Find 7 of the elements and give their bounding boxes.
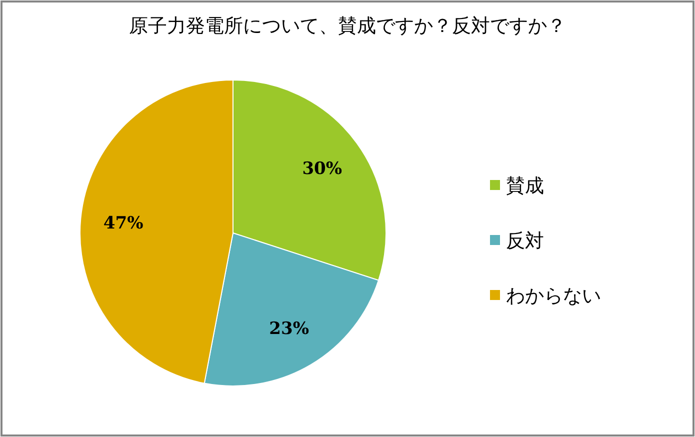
data-label: 23% — [269, 318, 309, 339]
legend-label: 反対 — [506, 230, 544, 252]
legend-label: わからない — [506, 285, 601, 307]
chart-title: 原子力発電所について、賛成ですか？反対ですか？ — [129, 15, 566, 37]
legend-label: 賛成 — [506, 175, 544, 197]
data-label: 47% — [103, 214, 144, 234]
data-label: 30% — [302, 159, 342, 180]
